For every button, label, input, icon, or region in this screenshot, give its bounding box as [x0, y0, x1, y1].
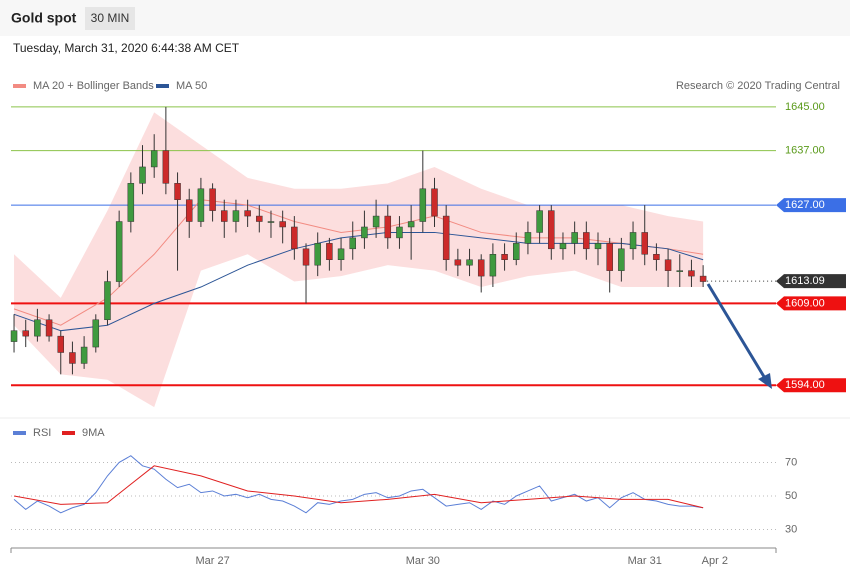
candle-body: [431, 188, 438, 217]
candle-body: [454, 259, 462, 266]
legend-label: 9MA: [82, 427, 105, 439]
legend-label: RSI: [33, 427, 51, 439]
legend-swatch: [13, 431, 26, 435]
level-label: 1594.00: [785, 379, 825, 391]
candle-body: [407, 221, 415, 228]
x-tick-label: Mar 30: [406, 555, 440, 567]
candle-body: [22, 330, 29, 337]
candle-body: [291, 226, 298, 250]
y-tick-label: 30: [785, 523, 797, 535]
legend-swatch: [62, 431, 75, 435]
legend-label: MA 20 + Bollinger Bands: [33, 80, 154, 92]
level-label: 1609.00: [785, 297, 825, 309]
candle-body: [302, 248, 310, 266]
candle-body: [618, 248, 625, 271]
candle-body: [419, 188, 427, 222]
candle-body: [314, 243, 321, 266]
candle-body: [524, 232, 532, 244]
date: Tuesday, March 31, 2020 6:44:38 AM CET: [13, 41, 240, 55]
candle-body: [256, 215, 263, 222]
y-tick-label: 50: [785, 490, 797, 502]
candle-body: [361, 226, 368, 239]
candle-body: [197, 188, 205, 222]
level-tag: [776, 198, 846, 213]
candle-body: [244, 210, 251, 217]
candle-body: [688, 270, 695, 277]
header-bar: [0, 0, 850, 36]
candle-body: [232, 210, 240, 222]
candle-body: [10, 330, 18, 342]
forecast-arrow-head: [758, 373, 772, 389]
candle-body: [349, 237, 356, 250]
level-label: 1645.00: [785, 101, 825, 113]
level-tag: [776, 378, 846, 393]
candle-body: [536, 210, 543, 233]
bollinger-band: [14, 112, 704, 408]
candle-body: [641, 232, 648, 255]
candle-body: [69, 352, 76, 364]
legend-label: MA 50: [176, 80, 207, 92]
level-label: 1627.00: [785, 199, 825, 211]
candle-body: [396, 226, 403, 239]
candle-body: [676, 270, 684, 272]
candle-body: [559, 243, 567, 250]
candle-body: [548, 210, 555, 250]
candle-body: [57, 335, 65, 353]
candle-body: [629, 232, 637, 250]
legend-swatch: [13, 84, 26, 88]
candle-body: [80, 346, 88, 364]
candle-body: [209, 188, 216, 211]
candle-body: [489, 254, 497, 277]
timeframe: 30 MIN: [91, 11, 130, 25]
candle-body: [513, 243, 520, 260]
candle-body: [115, 221, 123, 282]
candle-body: [442, 215, 450, 260]
level-tag: [776, 274, 846, 289]
candle-body: [139, 166, 146, 184]
candle-body: [583, 232, 590, 250]
level-tag: [776, 296, 846, 311]
candle-body: [221, 210, 228, 222]
candle-body: [466, 259, 473, 266]
candle-body: [653, 254, 660, 260]
level-label: 1613.09: [785, 275, 825, 287]
candle-body: [162, 150, 170, 184]
timeframe-box: [85, 7, 135, 30]
candle-body: [326, 243, 333, 260]
candle-body: [45, 319, 53, 337]
candle-body: [384, 215, 392, 239]
x-tick-label: Apr 2: [702, 555, 728, 567]
candle-body: [104, 281, 111, 321]
candle-body: [664, 259, 672, 271]
series-line: [13, 465, 704, 509]
candle-body: [150, 150, 158, 168]
candle-body: [594, 243, 602, 250]
candle-body: [279, 221, 286, 228]
candle-body: [699, 275, 707, 282]
title: Gold spot: [11, 10, 77, 26]
y-tick-label: 70: [785, 456, 797, 468]
candle-body: [477, 259, 485, 277]
candle-body: [34, 319, 41, 337]
x-tick-label: Mar 31: [628, 555, 662, 567]
series-line: [13, 455, 704, 514]
candle-body: [501, 254, 508, 260]
x-tick-label: Mar 27: [195, 555, 229, 567]
candle-body: [92, 319, 100, 348]
candle-body: [174, 183, 181, 200]
candle-body: [185, 199, 193, 222]
legend-swatch: [156, 84, 169, 88]
candle-body: [127, 183, 135, 222]
candle-body: [372, 215, 380, 228]
forecast-arrow: [706, 283, 768, 381]
candle-body: [267, 221, 275, 223]
candle-body: [571, 232, 578, 244]
candle-body: [337, 248, 345, 260]
candle-body: [606, 243, 613, 271]
level-label: 1637.00: [785, 144, 825, 156]
source: Research © 2020 Trading Central: [676, 80, 840, 92]
